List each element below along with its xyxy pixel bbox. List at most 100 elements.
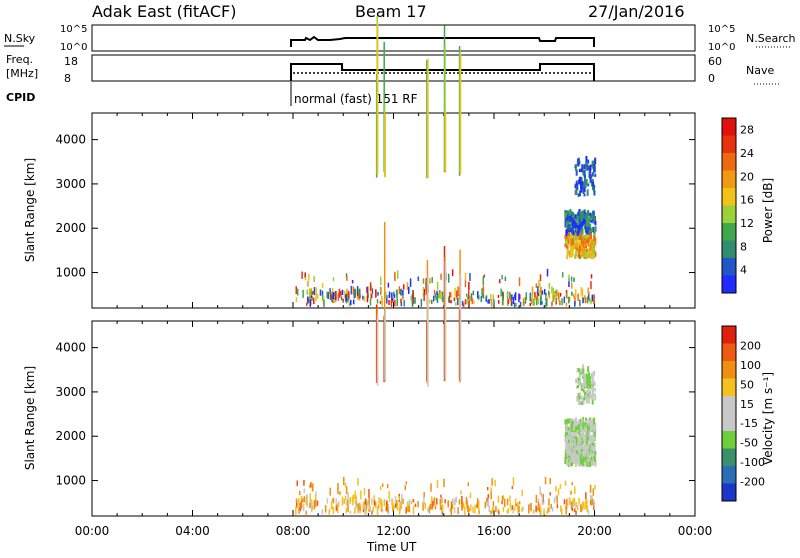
power-echo xyxy=(493,299,495,304)
power-echo xyxy=(402,284,405,290)
power-echo xyxy=(587,183,590,187)
power-echo xyxy=(466,298,468,305)
velocity-echo xyxy=(574,436,577,441)
velocity-echo xyxy=(408,504,411,513)
time-axis: 00:00 04:00 08:00 12:00 16:00 20:00 00:00 xyxy=(75,524,713,538)
velocity-echo xyxy=(449,508,452,513)
power-echo xyxy=(454,287,456,297)
power-echo xyxy=(547,290,550,296)
velocity-echo xyxy=(555,486,557,492)
power-echo xyxy=(587,159,590,164)
velocity-echo xyxy=(367,500,369,507)
velocity-echo xyxy=(555,495,557,501)
power-echo xyxy=(337,293,340,301)
velocity-echo xyxy=(584,422,587,427)
power-echo xyxy=(345,295,347,302)
power-echo xyxy=(506,293,509,297)
power-echo xyxy=(559,300,561,306)
power-echo xyxy=(565,222,568,228)
power-echo xyxy=(577,249,580,256)
velocity-echo xyxy=(527,504,530,514)
power-echo xyxy=(540,294,542,302)
power-echo xyxy=(433,289,436,295)
power-echo xyxy=(312,297,315,304)
velocity-echo xyxy=(571,508,574,512)
velocity-echo xyxy=(569,440,572,446)
velocity-echo xyxy=(565,423,568,428)
velocity-echo xyxy=(576,461,579,465)
velocity-echo xyxy=(335,498,338,504)
velocity-echo xyxy=(469,492,472,499)
power-echo xyxy=(582,254,585,259)
power-echo xyxy=(464,272,467,281)
velocity-echo xyxy=(338,500,340,507)
power-echo xyxy=(594,157,597,165)
velocity-echo xyxy=(575,385,578,389)
velocity-echo xyxy=(589,424,592,429)
power-echo xyxy=(431,277,433,283)
velocity-echo xyxy=(594,451,597,455)
power-echo xyxy=(585,212,588,220)
power-echo xyxy=(590,174,593,179)
power-echo xyxy=(574,164,577,168)
velocity-echo xyxy=(347,499,349,505)
velocity-echo xyxy=(344,495,347,501)
velocity-echo xyxy=(541,494,544,503)
velocity-echo xyxy=(357,509,359,514)
velocity-echo xyxy=(576,395,579,402)
velocity-echo xyxy=(589,450,592,456)
time-tick-label: 16:00 xyxy=(477,524,512,538)
velocity-echo xyxy=(587,423,590,431)
power-echo xyxy=(566,249,569,256)
power-echo xyxy=(552,288,555,296)
power-echo xyxy=(570,238,573,242)
velocity-echo xyxy=(590,456,593,461)
velocity-echo xyxy=(576,367,579,373)
power-echo xyxy=(577,236,580,240)
velocity-echo xyxy=(521,489,523,496)
velocity-echo xyxy=(586,432,589,437)
cpid-label: CPID xyxy=(6,91,35,104)
power-echo xyxy=(583,164,586,170)
freq-tick-bottom: 8 xyxy=(64,72,71,85)
velocity-echo xyxy=(581,451,584,456)
velocity-echo xyxy=(577,446,580,454)
power-echo xyxy=(473,300,475,304)
power-echo xyxy=(392,297,394,303)
power-echo xyxy=(362,295,364,300)
velocity-echo xyxy=(566,498,569,507)
velocity-colorbar-label: 50 xyxy=(740,378,754,391)
power-echo xyxy=(509,293,511,300)
frequency-panel: Freq. [MHz] Nave 18 8 60 0 xyxy=(6,53,780,85)
power-echo xyxy=(575,289,577,298)
velocity-echo xyxy=(408,499,411,506)
velocity-echo xyxy=(566,445,569,452)
power-echo xyxy=(586,219,589,223)
power-echo xyxy=(565,233,568,239)
power-echo xyxy=(583,255,586,259)
power-echo xyxy=(568,217,571,222)
velocity-echo xyxy=(337,483,339,490)
velocity-echo xyxy=(582,456,585,463)
power-echo xyxy=(436,294,439,303)
power-echo xyxy=(432,295,435,302)
velocity-echo xyxy=(396,499,398,506)
power-colorbar-label: 8 xyxy=(740,240,747,253)
power-echo xyxy=(333,298,336,303)
velocity-echo xyxy=(510,506,513,511)
power-echo xyxy=(574,214,577,222)
velocity-echo xyxy=(582,368,585,374)
velocity-echo xyxy=(535,507,538,511)
power-echo xyxy=(570,276,573,282)
power-echo xyxy=(569,254,572,258)
velocity-echo xyxy=(570,501,573,508)
velocity-echo xyxy=(332,498,335,504)
velocity-echo xyxy=(587,387,590,392)
power-echo xyxy=(575,182,578,188)
velocity-echo xyxy=(521,507,523,512)
velocity-echo xyxy=(570,462,573,467)
power-echo xyxy=(464,280,467,288)
velocity-echo xyxy=(588,428,591,434)
power-echo xyxy=(569,242,572,247)
power-echo xyxy=(518,293,520,303)
